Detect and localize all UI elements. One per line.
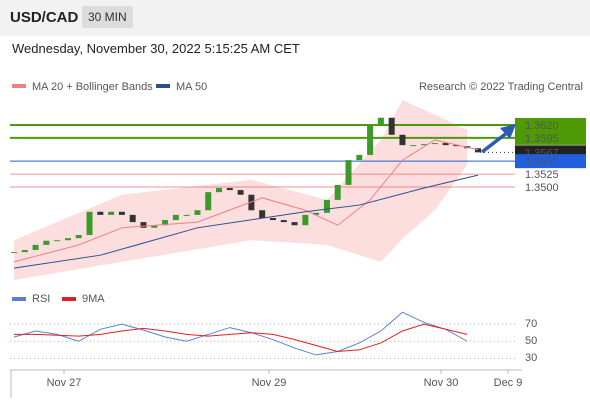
- legend-label: 9MA: [82, 293, 105, 305]
- level-label: 1.3500: [525, 182, 559, 194]
- candle: [75, 235, 82, 239]
- legend-swatch: [156, 84, 170, 88]
- candle: [291, 222, 298, 226]
- level-label: 1.3595: [525, 133, 559, 145]
- candle: [259, 210, 266, 218]
- legend-label: RSI: [32, 293, 50, 305]
- candle: [453, 145, 460, 147]
- timeframe[interactable]: 30 MIN: [82, 6, 133, 28]
- candle: [226, 188, 233, 191]
- ma20-line: [13, 139, 479, 263]
- candle: [172, 214, 179, 221]
- level-label: 1.3525: [525, 169, 559, 181]
- candle: [86, 211, 93, 236]
- candle: [334, 184, 341, 200]
- x-tick-label: Nov 29: [252, 377, 287, 389]
- candle: [323, 199, 330, 213]
- x-tick-label: Nov 27: [47, 377, 82, 389]
- candle: [129, 214, 136, 223]
- x-tick-label: Nov 30: [424, 377, 459, 389]
- candle: [388, 117, 395, 135]
- level-box: [515, 117, 586, 132]
- candle: [399, 134, 406, 146]
- candle: [269, 217, 276, 221]
- candle: [237, 190, 244, 195]
- forecast-arrowhead: [500, 124, 516, 139]
- level-label: 1.3550: [525, 156, 559, 168]
- candle: [194, 210, 201, 215]
- legend-swatch: [12, 297, 26, 301]
- candle: [475, 148, 481, 153]
- candle: [431, 143, 438, 145]
- legend-swatch: [12, 84, 26, 88]
- candle: [43, 240, 50, 245]
- candle: [356, 154, 363, 161]
- y-tick-label: 30: [525, 352, 537, 364]
- candle: [280, 220, 287, 223]
- forecast-arrow: [480, 130, 510, 154]
- candle: [345, 160, 352, 185]
- candle: [118, 211, 125, 215]
- candle: [377, 117, 384, 125]
- credit: Research © 2022 Trading Central: [419, 81, 583, 93]
- candle: [248, 194, 255, 211]
- x-tick-label: Dec 9: [494, 377, 523, 389]
- candle: [216, 188, 223, 193]
- candle: [32, 244, 39, 251]
- candle: [151, 225, 158, 228]
- y-tick-label: 50: [525, 335, 537, 347]
- candle: [442, 143, 449, 146]
- legend-label: MA 20 + Bollinger Bands: [32, 81, 153, 93]
- candle: [421, 144, 428, 146]
- series-line: [14, 323, 468, 353]
- candle: [205, 192, 212, 211]
- legend-swatch: [62, 297, 76, 301]
- datetime: Wednesday, November 30, 2022 5:15:25 AM …: [12, 41, 300, 56]
- candle: [410, 145, 417, 147]
- candle: [313, 212, 320, 215]
- candle: [108, 211, 115, 215]
- ma50-line: [13, 174, 479, 269]
- level-label: 1.3620: [525, 120, 559, 132]
- symbol: USD/CAD: [10, 9, 79, 26]
- legend-label: MA 50: [176, 81, 207, 93]
- candle: [54, 240, 61, 242]
- level-box: [515, 154, 586, 169]
- candle: [367, 124, 374, 155]
- candle: [302, 214, 309, 226]
- candle: [183, 214, 190, 216]
- candle: [162, 220, 169, 226]
- candle: [64, 238, 71, 241]
- y-tick-label: 70: [525, 318, 537, 330]
- candle: [97, 211, 104, 215]
- candle: [21, 250, 28, 253]
- candle: [140, 222, 147, 228]
- candle: [11, 252, 17, 254]
- level-box: [515, 130, 586, 145]
